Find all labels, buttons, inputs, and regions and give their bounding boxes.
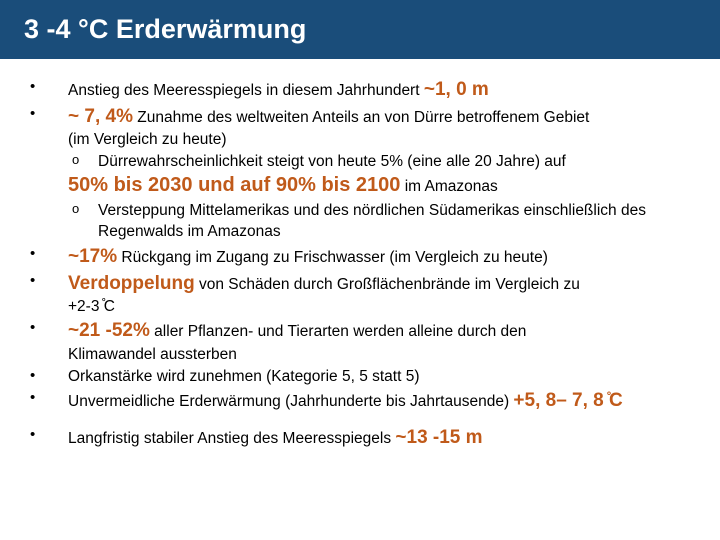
b1-em: ~1, 0 m bbox=[424, 79, 489, 100]
bullet-2: ~ 7, 4% Zunahme des weltweiten Anteils a… bbox=[24, 104, 696, 242]
content-area: Anstieg des Meeresspiegels in diesem Jah… bbox=[0, 59, 720, 462]
b2-text: Zunahme des weltweiten Anteils an von Dü… bbox=[133, 109, 589, 126]
bullet-6: Orkanstärke wird zunehmen (Kategorie 5, … bbox=[24, 366, 696, 387]
b2-paren: (im Vergleich zu heute) bbox=[68, 129, 696, 150]
b2-sub2: Versteppung Mittelamerikas und des nördl… bbox=[68, 200, 696, 243]
b4-text: von Schäden durch Großflächenbrände im V… bbox=[195, 276, 580, 293]
b5-extra: Klimawandel aussterben bbox=[68, 344, 696, 365]
b3-text: Rückgang im Zugang zu Frischwasser (im V… bbox=[117, 249, 548, 266]
bullet-list: Anstieg des Meeresspiegels in diesem Jah… bbox=[24, 77, 696, 451]
bullet-1: Anstieg des Meeresspiegels in diesem Jah… bbox=[24, 77, 696, 103]
b3-em: ~17% bbox=[68, 246, 117, 267]
b8-text: Langfristig stabiler Anstieg des Meeress… bbox=[68, 430, 395, 447]
b1-text: Anstieg des Meeresspiegels in diesem Jah… bbox=[68, 82, 424, 99]
b2-sublist: Dürrewahrscheinlichkeit steigt von heute… bbox=[68, 151, 696, 243]
b2-sub1: Dürrewahrscheinlichkeit steigt von heute… bbox=[68, 151, 696, 200]
header-bar: 3 -4 °C Erderwärmung bbox=[0, 0, 720, 59]
b7-em: +5, 8– 7, 8 ̊C bbox=[513, 390, 622, 411]
b2-s1em: 50% bis 2030 und auf 90% bis 2100 bbox=[68, 174, 400, 196]
page-title: 3 -4 °C Erderwärmung bbox=[24, 14, 696, 45]
bullet-3: ~17% Rückgang im Zugang zu Frischwasser … bbox=[24, 244, 696, 270]
bullet-4: Verdoppelung von Schäden durch Großfläch… bbox=[24, 271, 696, 318]
b8-em: ~13 -15 m bbox=[395, 427, 482, 448]
b7-text: Unvermeidliche Erderwärmung (Jahrhundert… bbox=[68, 393, 513, 410]
b2-s1a: Dürrewahrscheinlichkeit steigt von heute… bbox=[98, 153, 566, 170]
b5-text: aller Pflanzen- und Tierarten werden all… bbox=[150, 323, 527, 340]
b2-s1b: im Amazonas bbox=[400, 178, 497, 195]
b5-em: ~21 -52% bbox=[68, 320, 150, 341]
bullet-8: Langfristig stabiler Anstieg des Meeress… bbox=[24, 425, 696, 451]
b2-em: ~ 7, 4% bbox=[68, 106, 133, 127]
b4-em: Verdoppelung bbox=[68, 273, 195, 294]
bullet-5: ~21 -52% aller Pflanzen- und Tierarten w… bbox=[24, 318, 696, 365]
b4-extra: +2-3 ̊C bbox=[68, 296, 696, 317]
bullet-7: Unvermeidliche Erderwärmung (Jahrhundert… bbox=[24, 388, 696, 414]
